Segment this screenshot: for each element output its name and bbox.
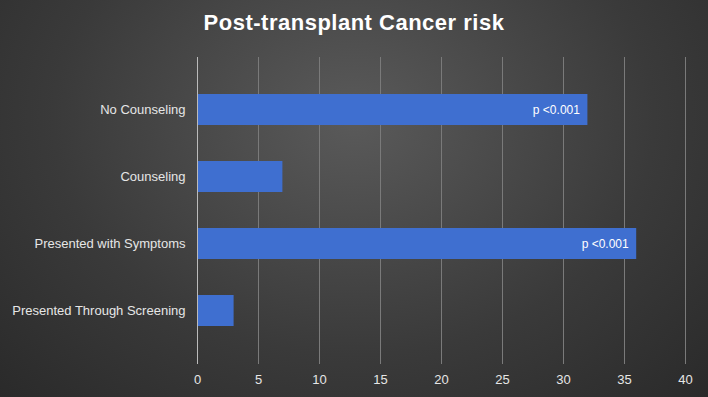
svg-text:25: 25 — [495, 372, 509, 387]
svg-text:p <0.001: p <0.001 — [582, 237, 629, 251]
svg-text:40: 40 — [678, 372, 692, 387]
svg-text:35: 35 — [617, 372, 631, 387]
svg-text:10: 10 — [312, 372, 326, 387]
svg-text:Presented with Symptoms: Presented with Symptoms — [34, 236, 186, 251]
svg-text:15: 15 — [373, 372, 387, 387]
svg-text:30: 30 — [556, 372, 570, 387]
svg-text:No Counseling: No Counseling — [100, 102, 185, 117]
html-text:Post-transplant Cancer risk: Post-transplant Cancer risk — [203, 10, 505, 35]
svg-text:20: 20 — [434, 372, 448, 387]
svg-text:5: 5 — [255, 372, 262, 387]
svg-text:0: 0 — [194, 372, 201, 387]
svg-text:p <0.001: p <0.001 — [533, 103, 580, 117]
svg-text:Presented Through Screening: Presented Through Screening — [12, 303, 185, 318]
svg-text:Counseling: Counseling — [120, 169, 185, 184]
